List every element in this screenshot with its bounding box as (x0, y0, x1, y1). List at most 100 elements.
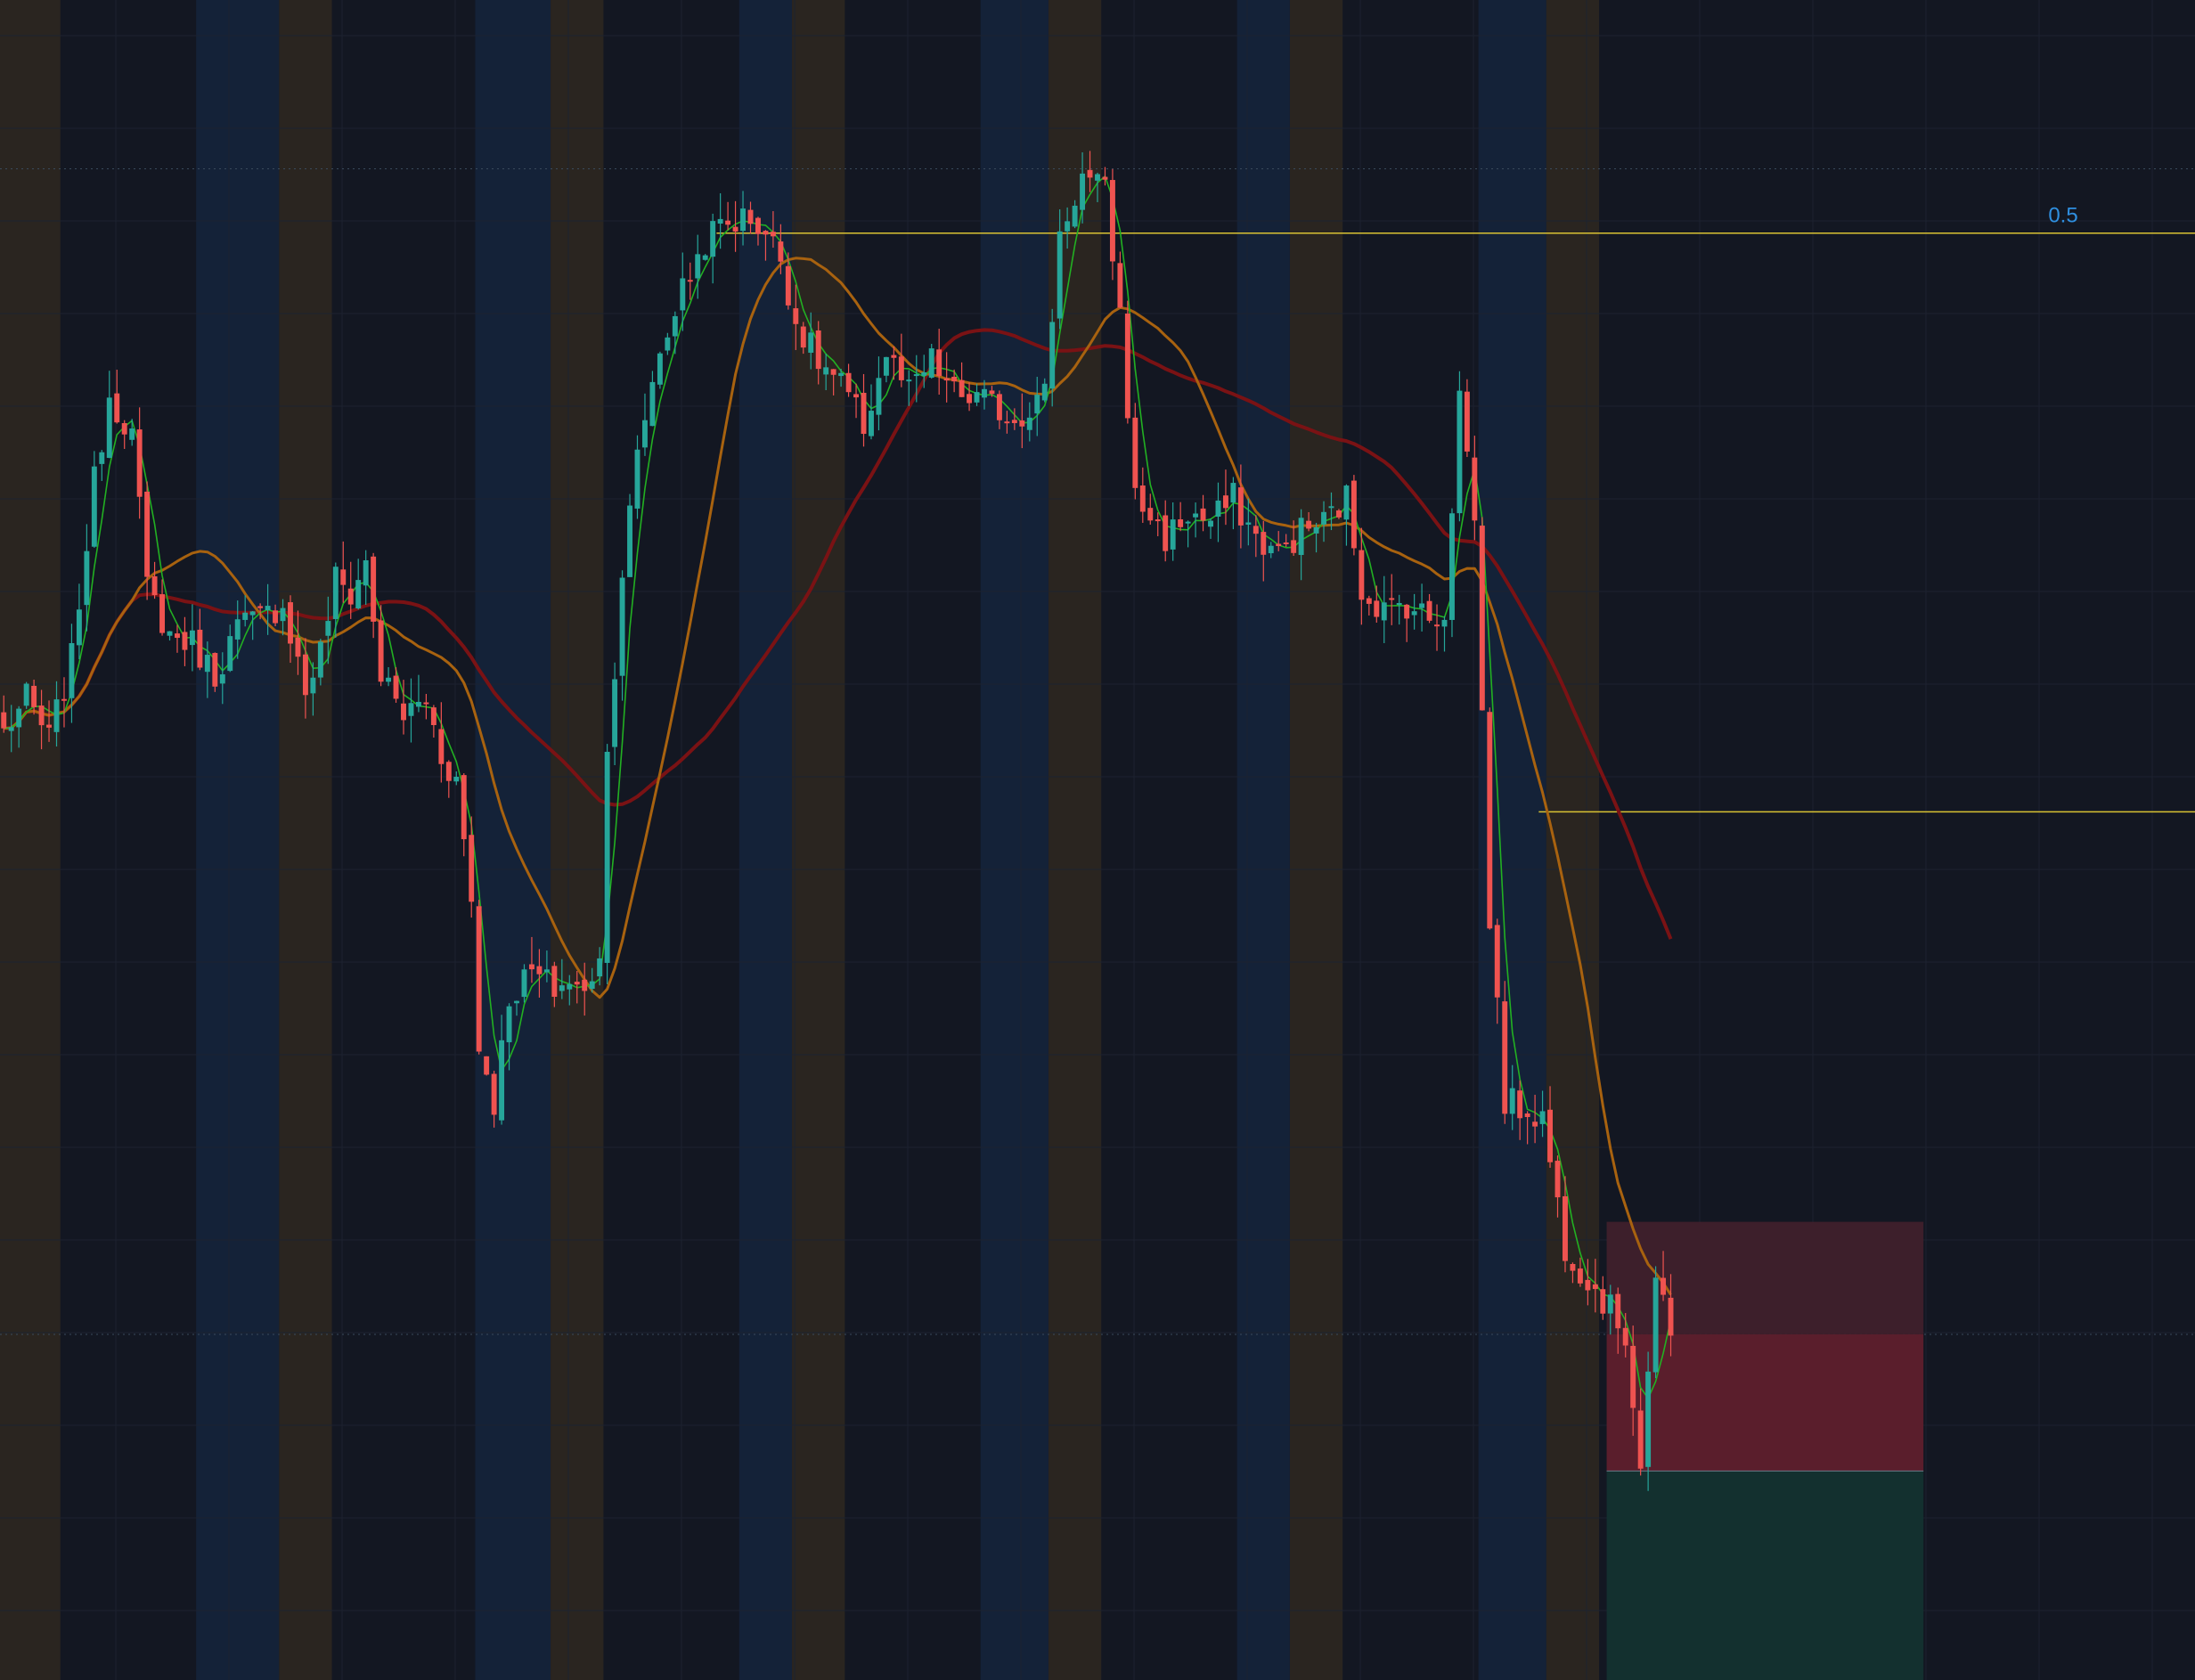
candle-body (332, 567, 339, 619)
session-band-blue (738, 0, 793, 1680)
candle-body (649, 381, 656, 427)
candle-body (1645, 1371, 1652, 1467)
candle-body (627, 505, 632, 577)
candle-body (808, 332, 814, 353)
candle-body (597, 958, 603, 977)
candle-body (340, 569, 347, 585)
candle-body (325, 621, 331, 636)
candle-body (793, 308, 799, 324)
session-band-brown (551, 0, 604, 1680)
candle-body (1585, 1279, 1591, 1291)
candle-body (1592, 1284, 1598, 1290)
candle-body (1464, 391, 1470, 452)
candle-body (257, 606, 264, 608)
candle-body (1472, 457, 1478, 521)
candle-body (378, 620, 384, 682)
candle-body (265, 606, 271, 610)
candle-body (1381, 602, 1387, 621)
candle-body (212, 653, 218, 687)
candle-body (280, 608, 286, 622)
candle-body (204, 655, 210, 673)
candle-body (1335, 510, 1342, 518)
candle-body (1163, 515, 1169, 551)
candle-body (1306, 520, 1312, 529)
candle-body (1200, 508, 1206, 521)
candle-body (1359, 550, 1365, 600)
candle-body (898, 356, 904, 380)
candle-body (1509, 1088, 1515, 1114)
candle-body (1185, 521, 1191, 524)
candle-body (1441, 619, 1448, 627)
candle-body (740, 208, 746, 232)
candle-body (1139, 485, 1146, 512)
candle-body (1607, 1294, 1613, 1314)
candle-body (982, 388, 987, 398)
candle-body (1668, 1297, 1674, 1336)
candle-body (136, 429, 143, 497)
candle-body (1539, 1111, 1546, 1124)
candle-body (1637, 1410, 1644, 1469)
candle-body (1389, 598, 1395, 600)
candle-body (273, 610, 279, 624)
candle-body (1419, 603, 1425, 608)
candle-body (612, 679, 618, 747)
candle-body (38, 705, 45, 726)
candle-body (151, 576, 158, 596)
candle-body (288, 602, 293, 644)
candle-body (1554, 1161, 1561, 1198)
candle-body (1298, 518, 1304, 556)
candle-body (582, 979, 588, 991)
candle-body (830, 369, 836, 375)
candle-body (1652, 1277, 1659, 1373)
candle-body (8, 727, 14, 731)
candle-body (891, 355, 897, 358)
price-levels[interactable] (716, 232, 2195, 813)
candle-body (355, 580, 362, 608)
candle-body (99, 452, 105, 464)
candle-body (16, 708, 22, 728)
candle-body (363, 560, 369, 586)
candle-body (227, 636, 233, 672)
candle-body (853, 394, 860, 398)
candle-body (1215, 500, 1221, 517)
candle-body (710, 221, 716, 257)
candle-body (1615, 1293, 1621, 1329)
session-band-brown (0, 0, 61, 1680)
candle-body (1622, 1327, 1628, 1346)
candle-body (883, 356, 889, 376)
candle-body (695, 254, 701, 279)
candle-body (189, 630, 195, 646)
candle-body (461, 775, 467, 840)
candle-body (1404, 604, 1410, 619)
candle-body (484, 1056, 490, 1075)
candle-body (1396, 602, 1402, 605)
candle-body (1222, 495, 1228, 509)
candle-body (91, 466, 97, 547)
candle-body (1343, 485, 1350, 520)
session-band-brown (1048, 0, 1102, 1680)
candle-body (1026, 417, 1032, 430)
candle-body (943, 378, 950, 381)
candle-body (182, 632, 188, 650)
candle-body (815, 330, 821, 370)
candle-body (1124, 314, 1130, 419)
candle-body (1230, 483, 1236, 503)
candle-body (732, 226, 738, 232)
candle-body (551, 966, 558, 998)
candle-body (1132, 417, 1138, 488)
candle-body (1570, 1263, 1576, 1271)
candle-body (53, 699, 60, 732)
candle-body (823, 367, 829, 375)
candle-body (401, 703, 406, 721)
candle-body (1095, 174, 1100, 181)
candle-body (234, 619, 241, 640)
short-position-tool[interactable] (1606, 1221, 1924, 1680)
candle-body (687, 280, 693, 282)
session-band-blue (196, 0, 280, 1680)
candle-body (302, 654, 308, 696)
candle-body (1366, 598, 1372, 604)
candle-body (1102, 176, 1108, 180)
candle-body (1547, 1109, 1554, 1162)
candle-body (249, 611, 256, 616)
